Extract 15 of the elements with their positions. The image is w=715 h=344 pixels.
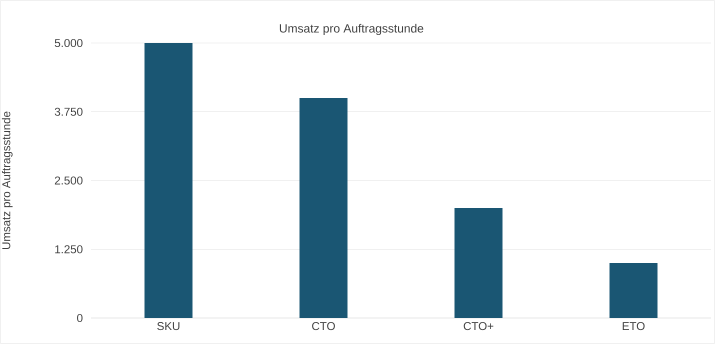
x-tick-label: ETO — [622, 322, 645, 330]
x-tick-label: CTO+ — [464, 322, 494, 330]
bar — [300, 98, 348, 318]
bar — [454, 208, 503, 318]
bar — [610, 263, 658, 318]
chart-title: Umsatz pro Auftragsstunde — [280, 24, 424, 36]
y-tick-label: 3.750 — [54, 108, 83, 116]
y-tick-label: 2.500 — [54, 176, 83, 185]
y-tick-label: 0 — [77, 314, 83, 322]
y-axis-title: Umsatz pro Auftragsstunde — [2, 112, 13, 250]
y-tick-label: 5.000 — [54, 38, 83, 48]
y-tick-label: 1.250 — [55, 245, 83, 254]
bar — [144, 43, 192, 318]
x-tick-label: CTO — [312, 322, 335, 330]
x-tick-label: SKU — [157, 322, 180, 330]
